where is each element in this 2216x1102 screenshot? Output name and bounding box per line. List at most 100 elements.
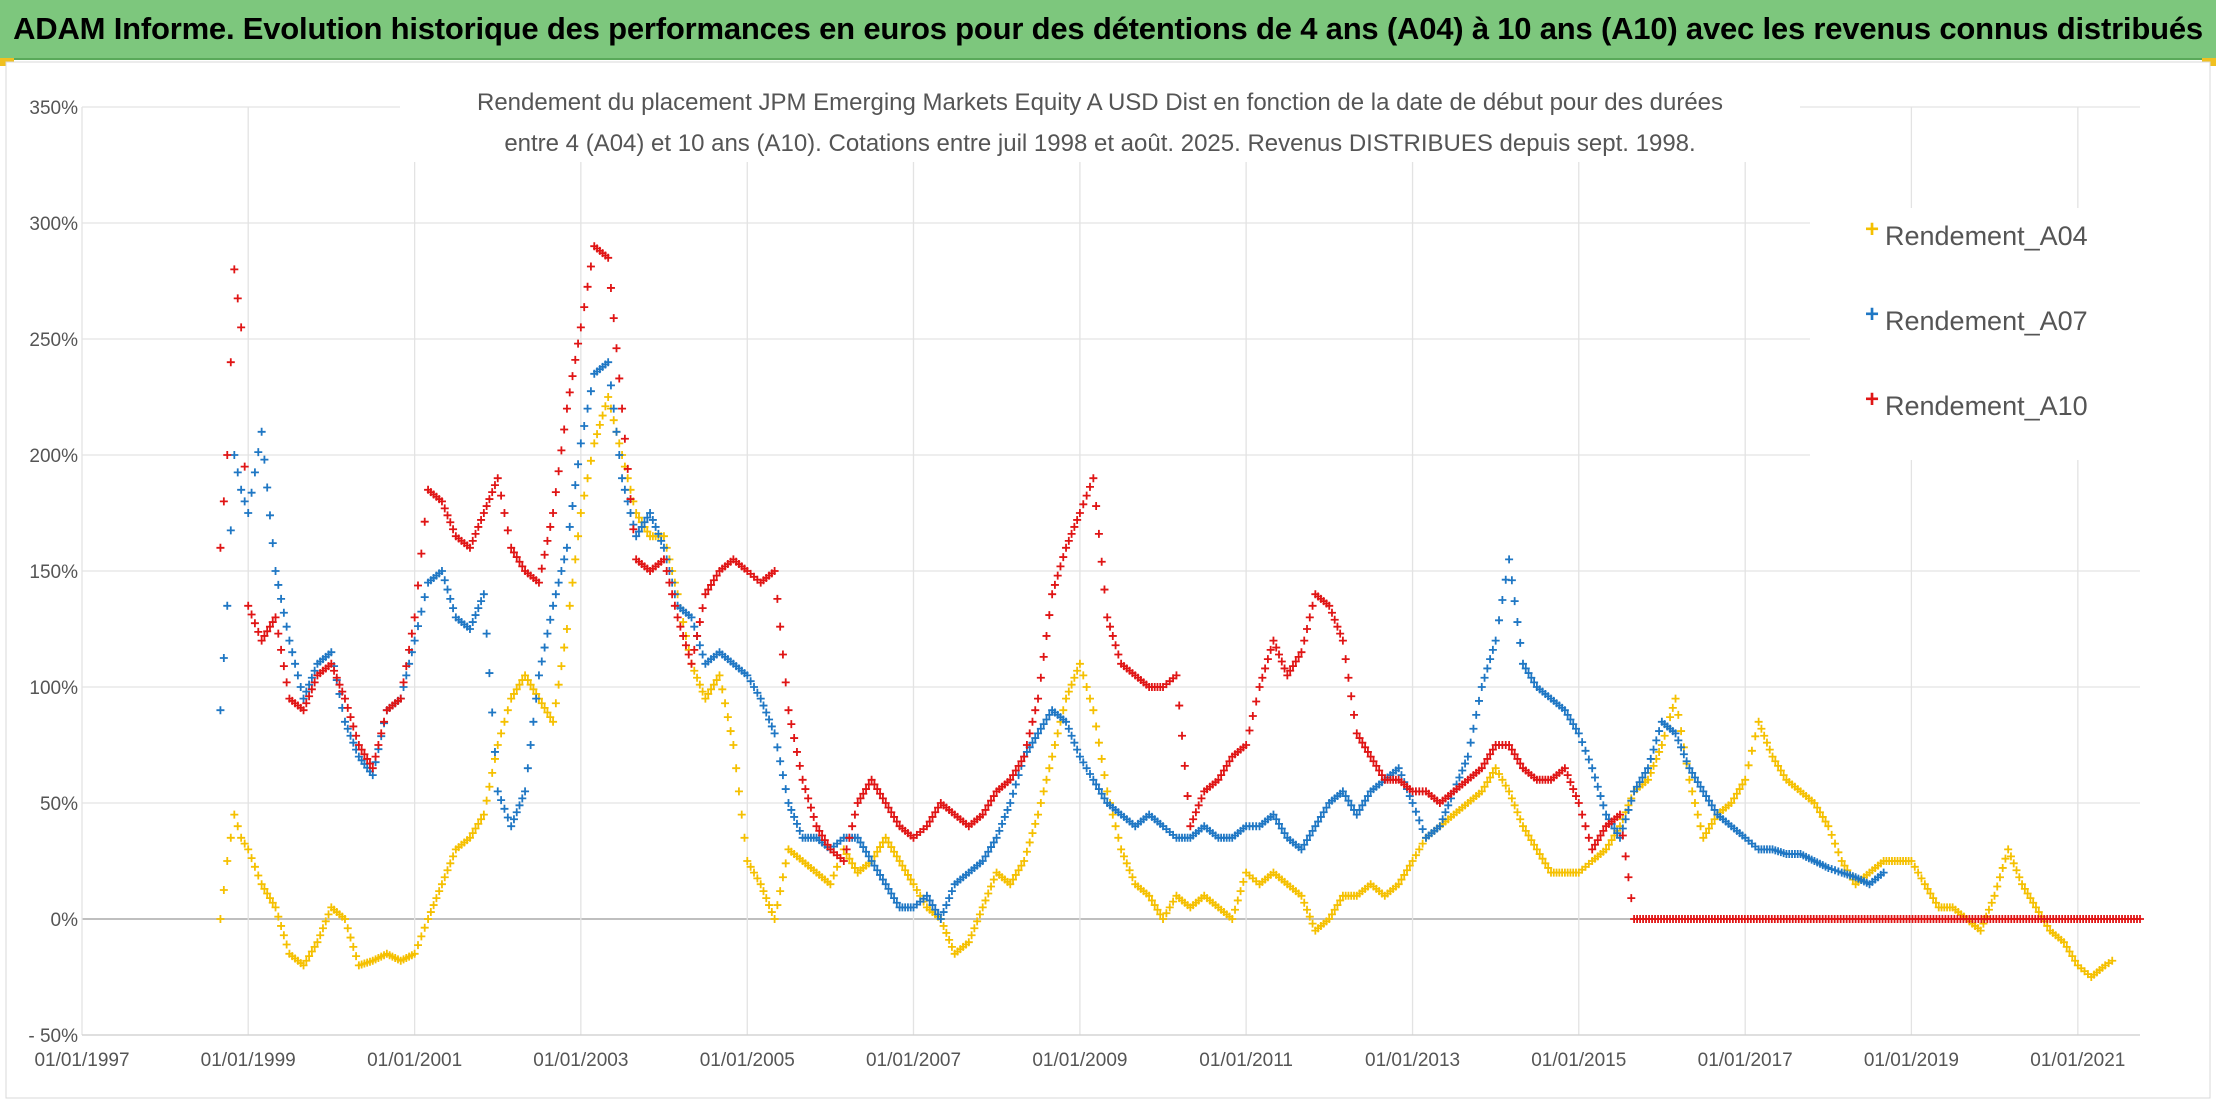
data-point-Rendement_A07 [867, 857, 876, 865]
data-point-Rendement_A10 [931, 808, 940, 817]
data-point-Rendement_A10 [934, 803, 943, 812]
banner-title: ADAM Informe. Evolution historique des p… [13, 11, 2203, 46]
data-point-Rendement_A10 [335, 680, 344, 689]
data-point-Rendement_A07 [1073, 745, 1082, 754]
data-point-Rendement_A04 [1486, 773, 1495, 782]
data-point-Rendement_A07 [618, 474, 627, 483]
data-point-Rendement_A04 [543, 708, 552, 717]
data-point-Rendement_A04 [876, 843, 885, 852]
data-point-Rendement_A04 [1815, 808, 1824, 817]
data-point-Rendement_A07 [1394, 764, 1403, 773]
data-point-Rendement_A10 [1615, 810, 1624, 819]
data-point-Rendement_A04 [978, 903, 987, 912]
data-point-Rendement_A10 [1006, 775, 1015, 784]
legend-marker-a10: + [1865, 386, 1879, 413]
data-point-Rendement_A04 [437, 880, 446, 889]
x-tick-label: 01/01/2003 [533, 1050, 628, 1071]
data-point-Rendement_A10 [887, 808, 896, 817]
data-point-Rendement_A07 [1275, 819, 1284, 828]
data-point-Rendement_A10 [684, 650, 693, 659]
data-point-Rendement_A10 [371, 752, 380, 761]
data-point-Rendement_A10 [263, 627, 272, 636]
data-point-Rendement_A07 [1319, 808, 1328, 817]
data-point-Rendement_A10 [1094, 529, 1103, 538]
data-point-Rendement_A07 [509, 815, 518, 824]
data-point-Rendement_A07 [1690, 773, 1699, 782]
data-point-Rendement_A10 [704, 585, 713, 594]
data-point-Rendement_A07 [942, 901, 951, 910]
data-point-Rendement_A07 [1507, 576, 1516, 585]
data-point-Rendement_A07 [1303, 836, 1312, 845]
data-point-Rendement_A10 [1108, 631, 1117, 640]
data-point-Rendement_A10 [687, 659, 696, 668]
data-point-Rendement_A04 [833, 862, 842, 871]
x-tick-label: 01/01/2021 [2030, 1050, 2125, 1071]
data-point-Rendement_A07 [534, 671, 543, 680]
data-point-Rendement_A10 [790, 734, 799, 743]
data-point-Rendement_A07 [413, 622, 422, 631]
data-point-Rendement_A04 [468, 829, 477, 838]
data-point-Rendement_A04 [903, 870, 912, 879]
data-point-Rendement_A10 [360, 750, 369, 759]
data-point-Rendement_A04 [562, 625, 571, 633]
data-point-Rendement_A07 [417, 607, 426, 616]
data-point-Rendement_A10 [709, 576, 718, 585]
data-point-Rendement_A04 [1655, 747, 1664, 756]
data-point-Rendement_A04 [601, 402, 610, 411]
x-tick-label: 01/01/2019 [1864, 1050, 1959, 1071]
data-point-Rendement_A10 [485, 495, 494, 504]
data-point-Rendement_A10 [327, 659, 336, 668]
data-point-Rendement_A10 [881, 799, 890, 807]
data-point-Rendement_A04 [1062, 694, 1071, 703]
data-point-Rendement_A07 [770, 729, 779, 738]
data-point-Rendement_A07 [862, 847, 871, 856]
data-point-Rendement_A10 [809, 812, 818, 821]
legend-label-a07: Rendement_A07 [1885, 306, 2088, 336]
data-point-Rendement_A10 [357, 745, 366, 754]
data-point-Rendement_A04 [1020, 857, 1029, 865]
data-point-Rendement_A07 [1086, 770, 1094, 778]
data-point-Rendement_A10 [1593, 836, 1602, 845]
data-point-Rendement_A07 [651, 522, 660, 531]
data-point-Rendement_A04 [279, 931, 288, 940]
data-point-Rendement_A07 [1652, 736, 1661, 745]
data-point-Rendement_A10 [620, 434, 629, 443]
data-point-Rendement_A07 [1491, 636, 1500, 645]
data-point-Rendement_A10 [1075, 509, 1084, 517]
data-point-Rendement_A10 [282, 678, 291, 687]
data-point-Rendement_A10 [1266, 645, 1275, 654]
data-point-Rendement_A04 [1521, 826, 1530, 835]
data-point-Rendement_A04 [497, 729, 506, 738]
data-point-Rendement_A04 [1011, 870, 1020, 879]
data-point-Rendement_A10 [446, 518, 455, 527]
data-point-Rendement_A10 [1248, 712, 1257, 720]
data-point-Rendement_A07 [250, 468, 259, 477]
data-point-Rendement_A04 [773, 901, 782, 910]
data-point-Rendement_A07 [1009, 789, 1018, 798]
data-point-Rendement_A10 [440, 504, 449, 513]
data-point-Rendement_A04 [590, 439, 599, 448]
legend-label-a10: Rendement_A10 [1885, 391, 2088, 421]
data-point-Rendement_A07 [1516, 638, 1525, 647]
data-point-Rendement_A07 [864, 852, 873, 861]
data-point-Rendement_A07 [1067, 731, 1076, 740]
data-point-Rendement_A04 [554, 680, 563, 689]
data-point-Rendement_A07 [1347, 801, 1356, 810]
data-point-Rendement_A07 [562, 543, 571, 552]
data-point-Rendement_A07 [529, 717, 538, 726]
data-point-Rendement_A04 [257, 880, 266, 889]
data-point-Rendement_A10 [271, 613, 280, 622]
data-point-Rendement_A07 [767, 722, 776, 731]
data-point-Rendement_A07 [1602, 810, 1611, 819]
data-point-Rendement_A04 [477, 815, 486, 824]
data-point-Rendement_A10 [1028, 717, 1037, 726]
data-point-Rendement_A10 [612, 344, 621, 353]
data-point-Rendement_A04 [1153, 905, 1162, 914]
data-point-Rendement_A04 [1929, 894, 1938, 903]
data-point-Rendement_A10 [1079, 500, 1088, 509]
data-point-Rendement_A04 [1688, 787, 1697, 796]
data-point-Rendement_A04 [1704, 824, 1713, 833]
data-point-Rendement_A07 [557, 567, 566, 575]
data-point-Rendement_A10 [1327, 608, 1336, 617]
data-point-Rendement_A07 [1527, 673, 1536, 682]
